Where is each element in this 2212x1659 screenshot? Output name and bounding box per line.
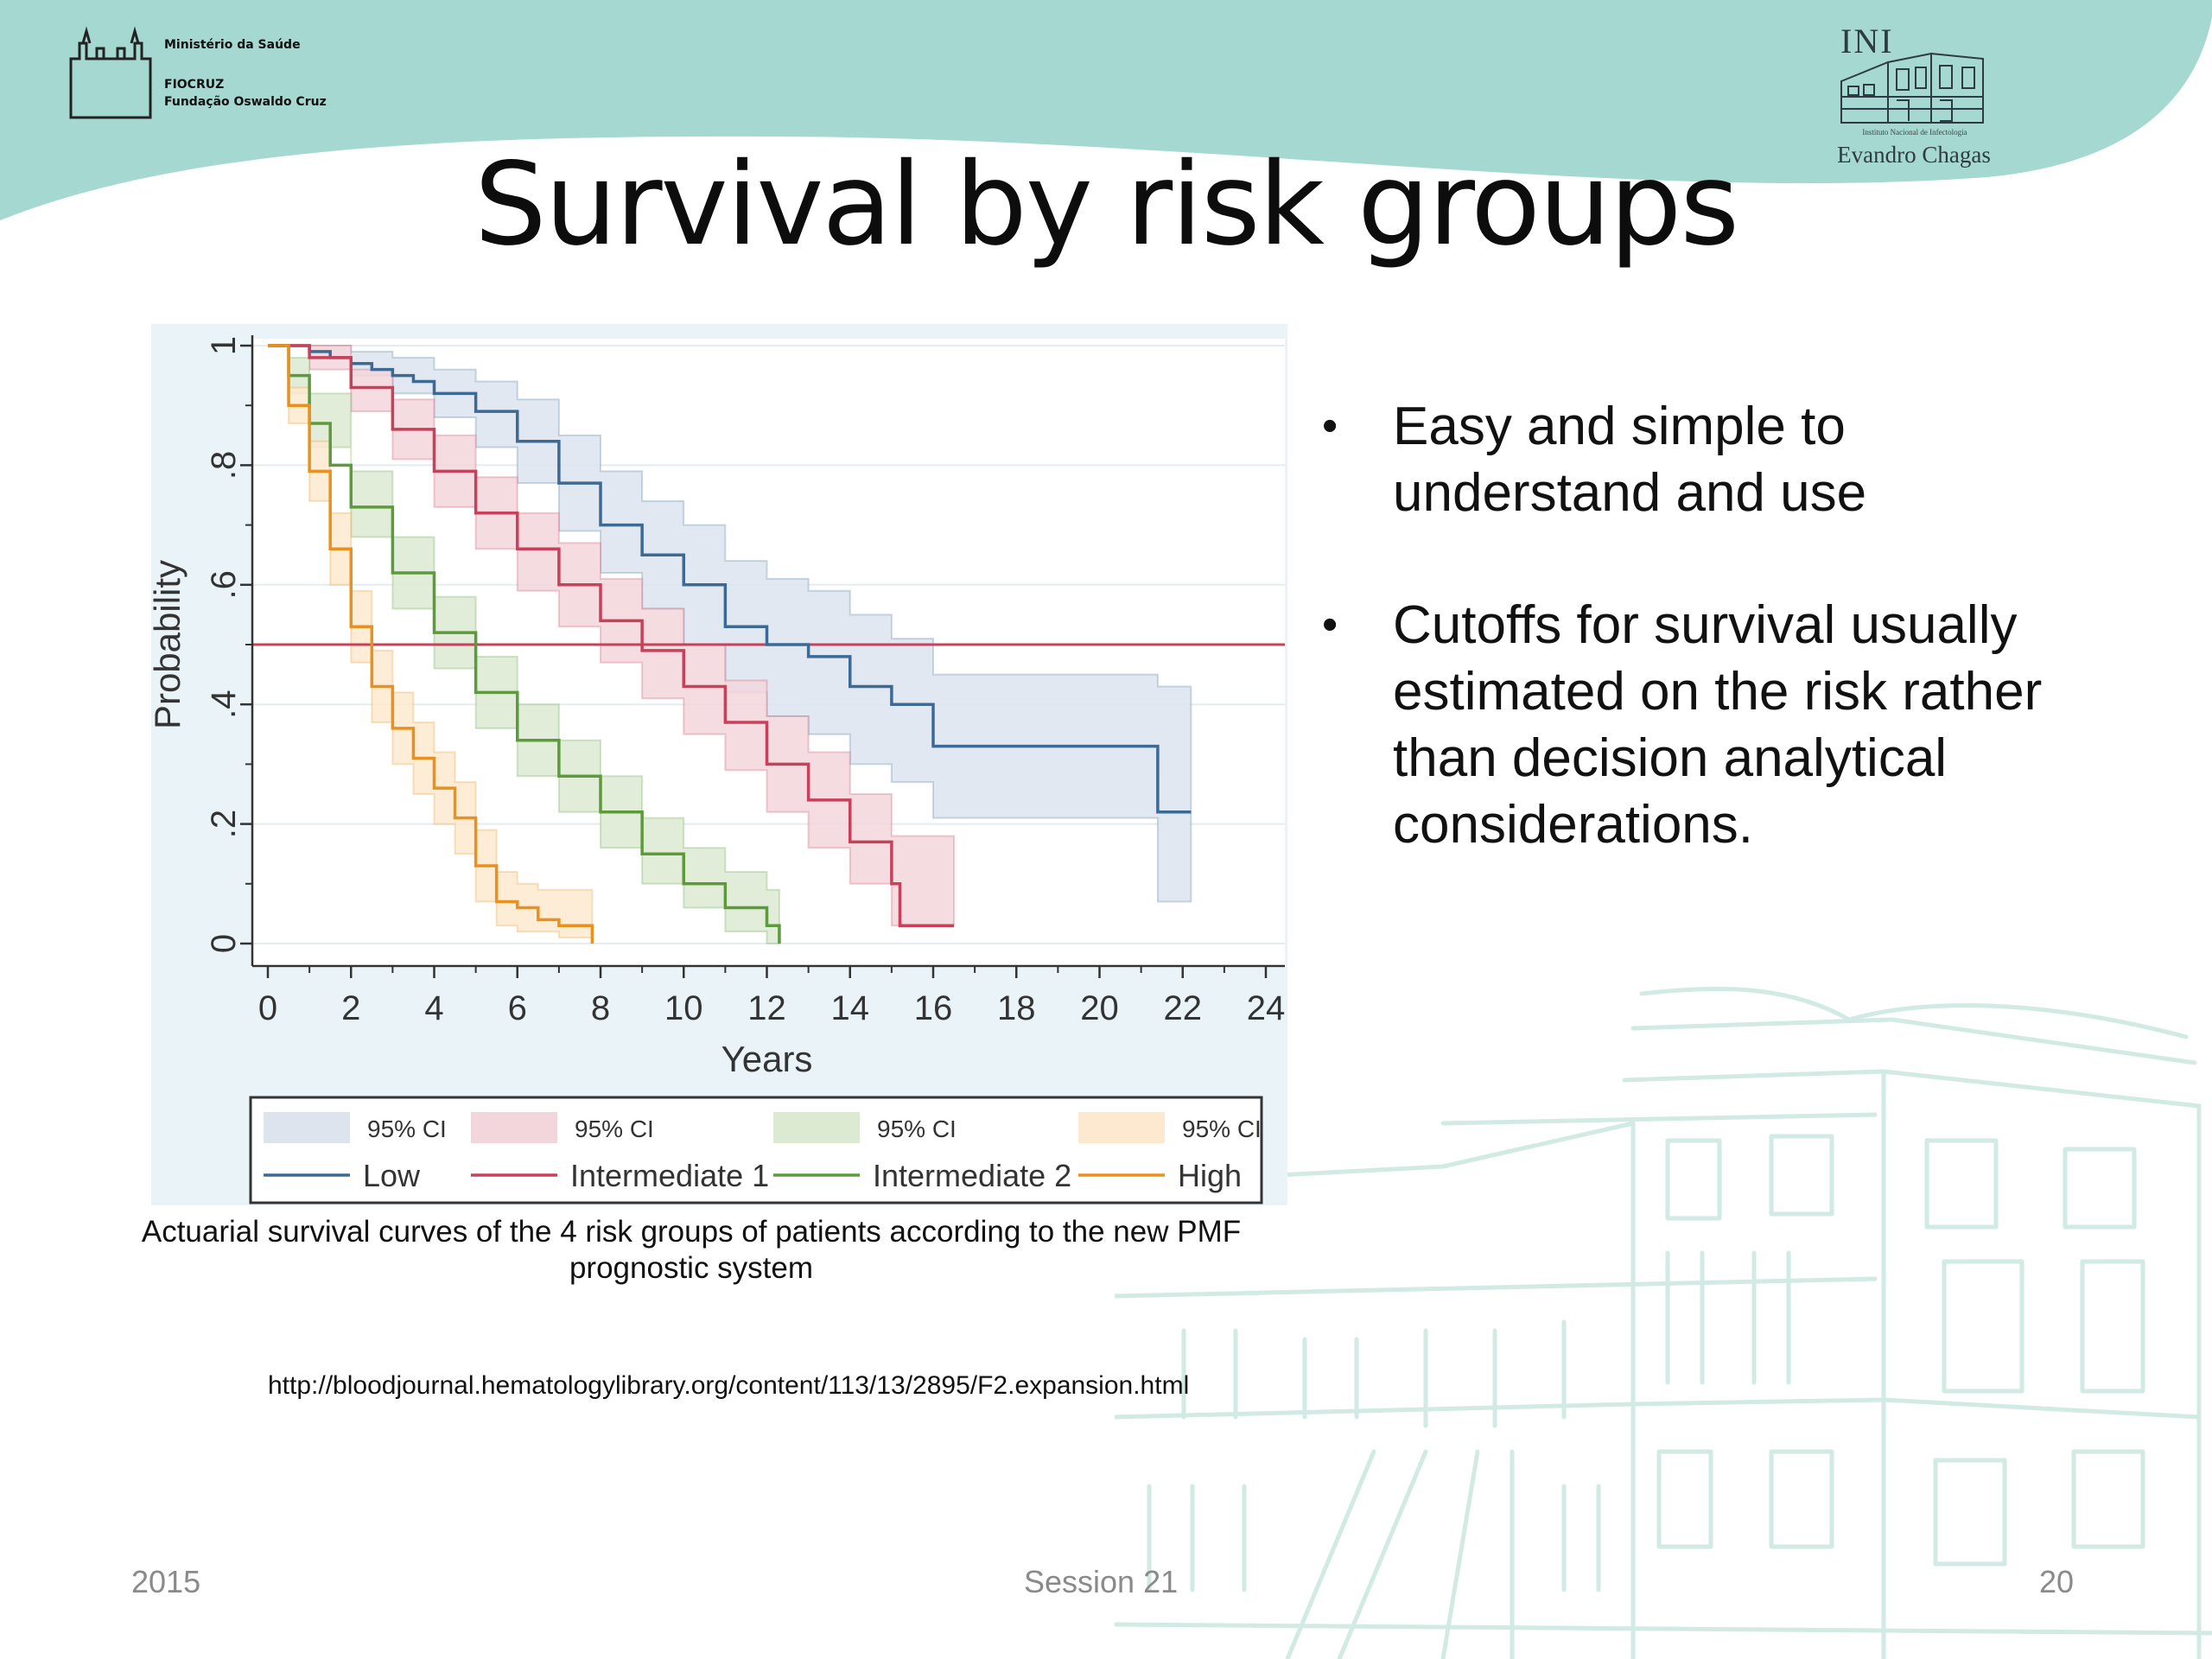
x-tick-label: 10: [664, 989, 703, 1027]
legend-ci-swatch: [1078, 1112, 1165, 1143]
x-tick-label: 14: [831, 989, 870, 1027]
legend-ci-swatch: [264, 1112, 350, 1143]
curve-intermediate-2: [268, 344, 781, 944]
legend-series-label: Low: [363, 1158, 421, 1193]
legend-series-label: High: [1178, 1158, 1242, 1193]
y-tick-label: .8: [205, 451, 243, 480]
x-tick-label: 16: [914, 989, 953, 1027]
legend-ci-swatch: [773, 1112, 860, 1143]
footer-page-number: 20: [2039, 1564, 2075, 1599]
x-tick-label: 22: [1164, 989, 1203, 1027]
building-sketch: [1115, 986, 2212, 1659]
ini-logo: INI Instituto Nacional de Infectologia E…: [1827, 21, 2000, 176]
curve-low: [268, 344, 1192, 814]
x-tick-label: 6: [508, 989, 527, 1027]
legend-series-label: Intermediate 2: [873, 1158, 1071, 1193]
legend-ci-label: 95% CI: [877, 1116, 957, 1142]
x-tick-label: 18: [997, 989, 1036, 1027]
x-tick-label: 24: [1247, 989, 1286, 1027]
fiocruz-logo: Ministério da Saúde FIOCRUZ Fundação Osw…: [67, 24, 361, 128]
legend-ci-label: 95% CI: [1182, 1116, 1262, 1142]
legend-series-label: Intermediate 1: [570, 1158, 769, 1193]
header-wave: [0, 0, 2212, 220]
ini-full-name: Instituto Nacional de Infectologia: [1862, 128, 1967, 137]
footer-year: 2015: [131, 1564, 201, 1599]
bullet-ease-of-use: Easy and simple to understand and use: [1313, 393, 2091, 526]
bullet-cutoffs: Cutoffs for survival usually estimated o…: [1313, 592, 2091, 858]
org-fiocruz: FIOCRUZ: [164, 78, 225, 92]
legend-ci-label: 95% CI: [367, 1116, 447, 1142]
legend-ci-label: 95% CI: [575, 1116, 654, 1142]
x-tick-label: 20: [1080, 989, 1119, 1027]
figure-caption: Actuarial survival curves of the 4 risk …: [141, 1215, 1242, 1285]
castle-icon: [69, 26, 152, 119]
source-link[interactable]: http://bloodjournal.hematologylibrary.or…: [268, 1371, 1190, 1400]
footer-session: Session 21: [1024, 1564, 1179, 1599]
y-tick-label: .4: [205, 690, 243, 719]
y-tick-label: 1: [205, 336, 243, 355]
y-tick-label: 0: [205, 934, 243, 953]
ci-band-low: [268, 345, 1192, 903]
x-tick-label: 4: [424, 989, 443, 1027]
ci-band-intermediate-1: [268, 345, 956, 927]
bullet-list: Easy and simple to understand and use Cu…: [1313, 393, 2091, 924]
y-axis-label: Probability: [147, 560, 188, 729]
curve-high: [268, 344, 594, 944]
x-axis-label: Years: [721, 1039, 813, 1079]
curve-intermediate-1: [268, 344, 955, 927]
x-tick-label: 2: [341, 989, 360, 1027]
y-tick-label: .2: [205, 810, 243, 838]
x-tick-label: 0: [258, 989, 277, 1027]
y-tick-label: .6: [205, 570, 243, 599]
slide-title: Survival by risk groups: [474, 138, 1739, 271]
building-icon: [1840, 52, 1984, 124]
ini-abbr: INI: [1840, 22, 1894, 60]
org-ministry: Ministério da Saúde: [164, 38, 301, 52]
x-tick-label: 8: [591, 989, 610, 1027]
ini-name: Evandro Chagas: [1837, 142, 1991, 168]
x-tick-label: 12: [747, 989, 786, 1027]
legend-ci-swatch: [471, 1112, 557, 1143]
org-foundation: Fundação Oswaldo Cruz: [164, 95, 327, 109]
